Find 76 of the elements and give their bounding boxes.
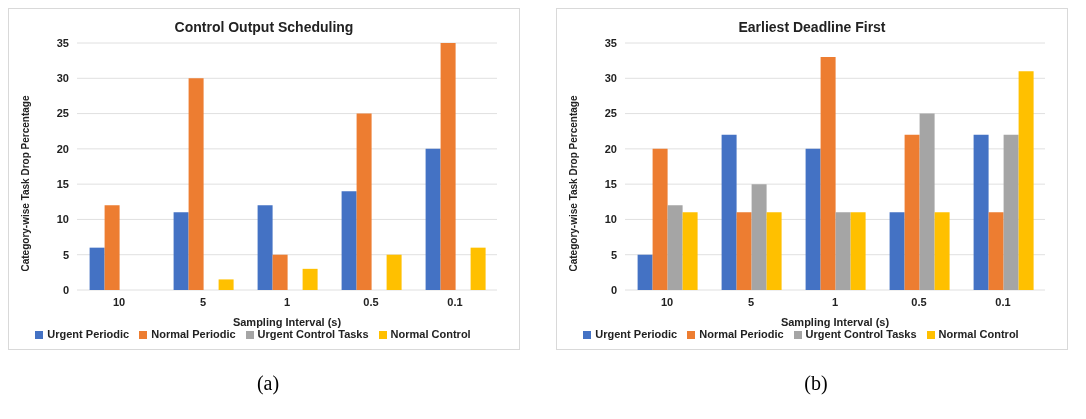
y-axis-title: Category-wise Task Drop Percentage: [19, 95, 31, 272]
x-tick-label: 0.1: [995, 295, 1011, 308]
x-tick-label: 0.1: [447, 295, 463, 308]
bar: [257, 205, 273, 290]
bar: [904, 134, 920, 290]
bar: [721, 134, 737, 290]
x-tick-label: 10: [112, 295, 126, 308]
x-tick-label: 0.5: [363, 295, 379, 308]
y-axis-title: Category-wise Task Drop Percentage: [567, 95, 579, 272]
bar: [425, 148, 441, 290]
legend-label: Urgent Periodic: [595, 328, 678, 340]
y-tick-label: 20: [604, 142, 617, 155]
y-tick-label: 25: [604, 107, 617, 120]
y-tick-label: 0: [62, 283, 69, 296]
y-tick-label: 30: [56, 72, 69, 85]
bar: [637, 254, 653, 290]
bar: [889, 212, 905, 290]
bar: [1003, 134, 1019, 290]
legend-label: Normal Periodic: [151, 328, 236, 340]
text: (a): [255, 372, 281, 395]
bar: [667, 205, 683, 290]
legend-label: Normal Periodic: [699, 328, 784, 340]
x-tick-label: 5: [747, 295, 755, 308]
bar: [104, 205, 120, 290]
bar: [652, 148, 668, 290]
x-axis-title: Sampling Interval (s): [232, 316, 342, 328]
y-tick-label: 20: [56, 142, 69, 155]
y-tick-label: 35: [56, 36, 69, 49]
bar: [736, 212, 752, 290]
bar: [682, 212, 698, 290]
y-tick-label: 5: [610, 248, 617, 261]
bar: [805, 148, 821, 290]
bar: [89, 247, 105, 290]
legend-label: Urgent Control Tasks: [257, 328, 369, 340]
chart-title: Earliest Deadline First: [737, 19, 887, 35]
bar: [919, 113, 935, 290]
bar: [302, 268, 318, 290]
x-tick-label: 10: [660, 295, 674, 308]
bar: [850, 212, 866, 290]
legend-label: Normal Control: [390, 328, 471, 340]
x-tick-label: 0.5: [911, 295, 927, 308]
bar: [470, 247, 486, 290]
bar: [766, 212, 782, 290]
chart-title: Control Output Scheduling: [173, 19, 355, 35]
bar: [356, 113, 372, 290]
bar: [218, 279, 234, 290]
bar: [440, 43, 456, 290]
bar: [1018, 71, 1034, 290]
text: (b): [803, 372, 829, 395]
bar: [341, 191, 357, 290]
legend-label: Urgent Periodic: [47, 328, 130, 340]
y-tick-label: 25: [56, 107, 69, 120]
y-tick-label: 30: [604, 72, 617, 85]
y-tick-label: 10: [604, 213, 617, 226]
bar: [934, 212, 950, 290]
bar: [973, 134, 989, 290]
legend-label: Urgent Control Tasks: [805, 328, 917, 340]
y-tick-label: 10: [56, 213, 69, 226]
bar: [188, 78, 204, 290]
x-axis-title: Sampling Interval (s): [780, 316, 890, 328]
y-tick-label: 15: [56, 178, 69, 191]
bar: [835, 212, 851, 290]
bar: [173, 212, 189, 290]
bar: [988, 212, 1004, 290]
bar: [820, 57, 836, 290]
x-tick-label: 5: [199, 295, 207, 308]
y-tick-label: 35: [604, 36, 617, 49]
bar: [386, 254, 402, 290]
x-tick-label: 1: [283, 295, 291, 308]
legend-label: Normal Control: [938, 328, 1019, 340]
bar: [272, 254, 288, 290]
y-tick-label: 5: [62, 248, 69, 261]
x-tick-label: 1: [831, 295, 839, 308]
bar: [751, 184, 767, 290]
y-tick-label: 15: [604, 178, 617, 191]
y-tick-label: 0: [610, 283, 617, 296]
